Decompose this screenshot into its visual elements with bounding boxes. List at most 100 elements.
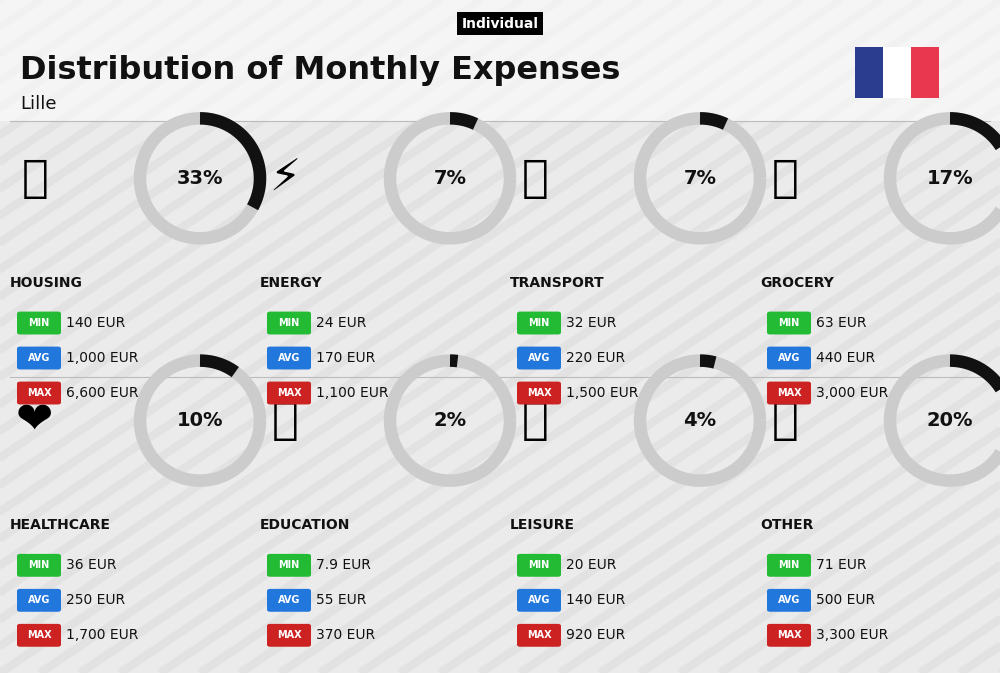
FancyBboxPatch shape xyxy=(267,554,311,577)
Text: AVG: AVG xyxy=(28,353,50,363)
FancyBboxPatch shape xyxy=(517,589,561,612)
Text: HEALTHCARE: HEALTHCARE xyxy=(10,518,111,532)
Text: 20 EUR: 20 EUR xyxy=(566,559,616,572)
FancyBboxPatch shape xyxy=(911,47,939,98)
Text: 440 EUR: 440 EUR xyxy=(816,351,875,365)
Text: 140 EUR: 140 EUR xyxy=(66,316,125,330)
Text: 7.9 EUR: 7.9 EUR xyxy=(316,559,371,572)
Text: 3,000 EUR: 3,000 EUR xyxy=(816,386,888,400)
Text: 17%: 17% xyxy=(927,169,973,188)
FancyBboxPatch shape xyxy=(0,0,1000,121)
Text: MAX: MAX xyxy=(27,631,51,640)
Text: 170 EUR: 170 EUR xyxy=(316,351,375,365)
Text: GROCERY: GROCERY xyxy=(760,276,834,289)
Text: AVG: AVG xyxy=(778,353,800,363)
FancyBboxPatch shape xyxy=(767,554,811,577)
Text: MIN: MIN xyxy=(778,318,800,328)
Text: 10%: 10% xyxy=(177,411,223,430)
Text: MIN: MIN xyxy=(778,561,800,570)
Text: 20%: 20% xyxy=(927,411,973,430)
Text: 1,700 EUR: 1,700 EUR xyxy=(66,629,138,642)
Text: 370 EUR: 370 EUR xyxy=(316,629,375,642)
Text: 1,500 EUR: 1,500 EUR xyxy=(566,386,638,400)
Text: AVG: AVG xyxy=(28,596,50,605)
Text: 1,100 EUR: 1,100 EUR xyxy=(316,386,388,400)
Text: 3,300 EUR: 3,300 EUR xyxy=(816,629,888,642)
Text: ❤️: ❤️ xyxy=(16,399,54,442)
Text: MAX: MAX xyxy=(527,388,551,398)
Text: Distribution of Monthly Expenses: Distribution of Monthly Expenses xyxy=(20,55,620,86)
FancyBboxPatch shape xyxy=(767,624,811,647)
FancyBboxPatch shape xyxy=(17,347,61,369)
FancyBboxPatch shape xyxy=(517,624,561,647)
FancyBboxPatch shape xyxy=(767,382,811,404)
FancyBboxPatch shape xyxy=(517,382,561,404)
Text: 1,000 EUR: 1,000 EUR xyxy=(66,351,138,365)
FancyBboxPatch shape xyxy=(517,554,561,577)
Text: 250 EUR: 250 EUR xyxy=(66,594,125,607)
Text: 140 EUR: 140 EUR xyxy=(566,594,625,607)
Text: MAX: MAX xyxy=(277,388,301,398)
Text: AVG: AVG xyxy=(778,596,800,605)
FancyBboxPatch shape xyxy=(267,312,311,334)
Text: MAX: MAX xyxy=(277,631,301,640)
Text: 920 EUR: 920 EUR xyxy=(566,629,625,642)
FancyBboxPatch shape xyxy=(17,554,61,577)
Text: 🎓: 🎓 xyxy=(272,399,298,442)
Text: AVG: AVG xyxy=(528,596,550,605)
Text: MIN: MIN xyxy=(528,318,550,328)
Text: MAX: MAX xyxy=(527,631,551,640)
FancyBboxPatch shape xyxy=(267,589,311,612)
Text: HOUSING: HOUSING xyxy=(10,276,83,289)
Text: 2%: 2% xyxy=(433,411,467,430)
Text: EDUCATION: EDUCATION xyxy=(260,518,350,532)
Text: 63 EUR: 63 EUR xyxy=(816,316,867,330)
Text: MIN: MIN xyxy=(278,318,300,328)
FancyBboxPatch shape xyxy=(517,312,561,334)
Text: AVG: AVG xyxy=(528,353,550,363)
FancyBboxPatch shape xyxy=(267,382,311,404)
Text: ENERGY: ENERGY xyxy=(260,276,323,289)
Text: 220 EUR: 220 EUR xyxy=(566,351,625,365)
Text: ⚡: ⚡ xyxy=(269,157,301,200)
FancyBboxPatch shape xyxy=(767,347,811,369)
Text: AVG: AVG xyxy=(278,596,300,605)
Text: 500 EUR: 500 EUR xyxy=(816,594,875,607)
Text: MIN: MIN xyxy=(28,561,50,570)
Text: LEISURE: LEISURE xyxy=(510,518,575,532)
Text: 24 EUR: 24 EUR xyxy=(316,316,366,330)
FancyBboxPatch shape xyxy=(17,312,61,334)
Text: 36 EUR: 36 EUR xyxy=(66,559,116,572)
FancyBboxPatch shape xyxy=(767,589,811,612)
Text: 7%: 7% xyxy=(684,169,716,188)
Text: AVG: AVG xyxy=(278,353,300,363)
Text: 7%: 7% xyxy=(434,169,466,188)
Text: 💰: 💰 xyxy=(772,399,798,442)
Text: 🚌: 🚌 xyxy=(522,157,548,200)
FancyBboxPatch shape xyxy=(767,312,811,334)
Text: 33%: 33% xyxy=(177,169,223,188)
Text: MAX: MAX xyxy=(777,631,801,640)
FancyBboxPatch shape xyxy=(17,382,61,404)
Text: 55 EUR: 55 EUR xyxy=(316,594,366,607)
Text: 🏢: 🏢 xyxy=(22,157,48,200)
Text: 4%: 4% xyxy=(683,411,717,430)
Text: OTHER: OTHER xyxy=(760,518,813,532)
FancyBboxPatch shape xyxy=(17,624,61,647)
Text: Lille: Lille xyxy=(20,96,56,113)
Text: 32 EUR: 32 EUR xyxy=(566,316,616,330)
Text: 71 EUR: 71 EUR xyxy=(816,559,867,572)
Text: 🛒: 🛒 xyxy=(772,157,798,200)
Text: 🛍️: 🛍️ xyxy=(522,399,548,442)
Text: MAX: MAX xyxy=(777,388,801,398)
Text: 6,600 EUR: 6,600 EUR xyxy=(66,386,138,400)
Text: MIN: MIN xyxy=(528,561,550,570)
Text: MIN: MIN xyxy=(28,318,50,328)
FancyBboxPatch shape xyxy=(267,624,311,647)
Text: MIN: MIN xyxy=(278,561,300,570)
Text: TRANSPORT: TRANSPORT xyxy=(510,276,605,289)
FancyBboxPatch shape xyxy=(267,347,311,369)
FancyBboxPatch shape xyxy=(17,589,61,612)
FancyBboxPatch shape xyxy=(517,347,561,369)
FancyBboxPatch shape xyxy=(883,47,911,98)
